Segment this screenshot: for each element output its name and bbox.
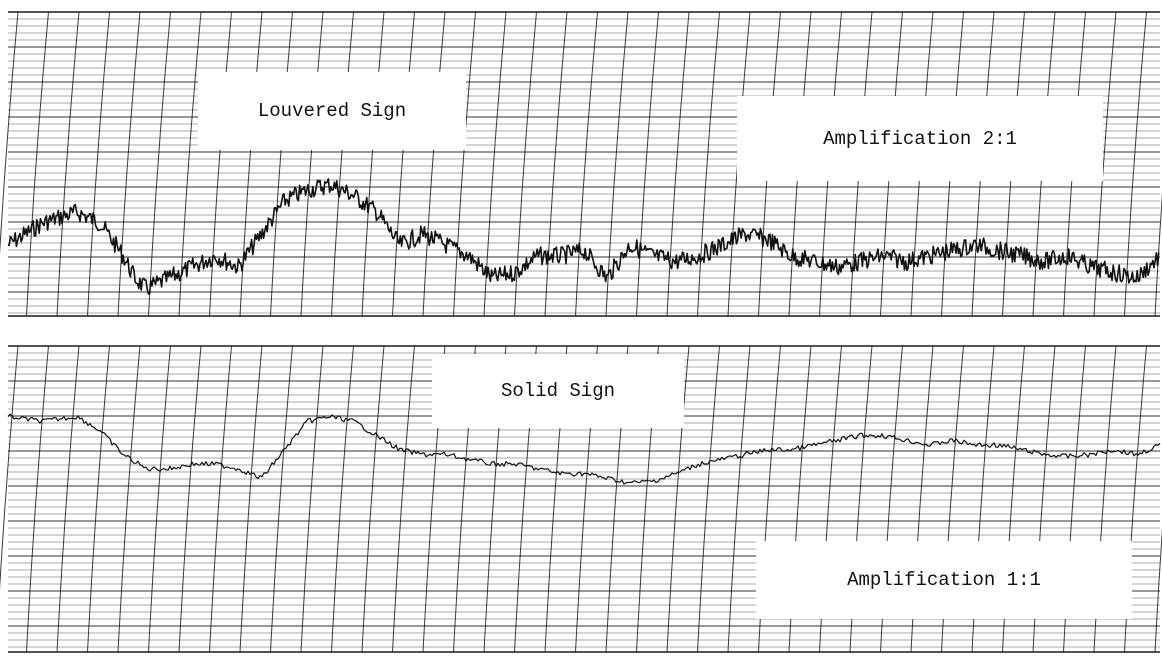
grid-arc bbox=[667, 12, 689, 316]
grid-arc bbox=[698, 12, 720, 316]
grid-arc bbox=[637, 12, 659, 316]
amplification-label-top: Amplification 2:1 bbox=[737, 96, 1103, 181]
solid-sign-label: Solid Sign bbox=[432, 354, 684, 428]
amplification-label-bottom: Amplification 1:1 bbox=[756, 541, 1132, 619]
grid-arc bbox=[210, 12, 232, 316]
grid-arc bbox=[240, 346, 262, 652]
grid-arc bbox=[27, 346, 49, 652]
grid-arc bbox=[545, 12, 567, 316]
grid-arc bbox=[240, 12, 262, 316]
grid-arc bbox=[57, 346, 79, 652]
grid-arc bbox=[393, 346, 415, 652]
grid-arc bbox=[149, 346, 171, 652]
grid-arc bbox=[88, 346, 110, 652]
grid-arc bbox=[0, 346, 18, 652]
grid-arc bbox=[271, 12, 293, 316]
grid-arc bbox=[728, 346, 750, 652]
grid-arc bbox=[332, 12, 354, 316]
grid-arc bbox=[1155, 346, 1162, 652]
grid-arc bbox=[301, 346, 323, 652]
grid-arc bbox=[27, 12, 49, 316]
grid-arc bbox=[271, 346, 293, 652]
grid-arc bbox=[362, 12, 384, 316]
grid-arc bbox=[454, 12, 476, 316]
grid-arc bbox=[57, 12, 79, 316]
grid-arc bbox=[149, 12, 171, 316]
grid-arc bbox=[179, 346, 201, 652]
grid-arc bbox=[1155, 12, 1162, 316]
louvered-sign-trace bbox=[8, 179, 1159, 294]
grid-arc bbox=[576, 12, 598, 316]
grid-arc bbox=[118, 346, 140, 652]
louvered-sign-label: Louvered Sign bbox=[198, 72, 466, 150]
grid-arc bbox=[301, 12, 323, 316]
grid-arc bbox=[332, 346, 354, 652]
grid-arc bbox=[423, 12, 445, 316]
grid-arc bbox=[362, 346, 384, 652]
grid-arc bbox=[698, 346, 720, 652]
grid-arc bbox=[210, 346, 232, 652]
grid-arc bbox=[393, 12, 415, 316]
grid-arc bbox=[88, 12, 110, 316]
grid-arc bbox=[0, 12, 18, 316]
